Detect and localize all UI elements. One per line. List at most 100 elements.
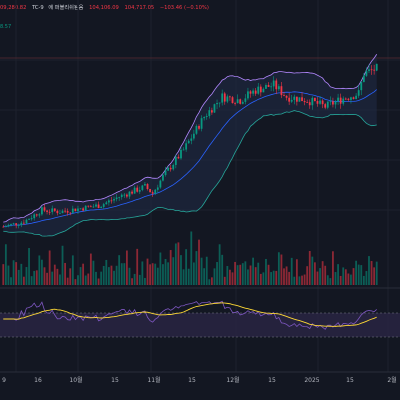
volume-bar [314,262,316,285]
candle [362,73,365,83]
volume-bar [22,276,25,285]
candle [151,190,154,197]
x-tick-label: 15 [111,377,119,384]
candle [216,99,218,110]
volume-bar [92,260,95,285]
volume-bar [126,250,128,285]
volume-bar [375,261,378,285]
volume-bar [344,269,347,285]
candle [74,208,77,212]
candle [316,97,319,107]
volume-bar [71,255,74,285]
volume-bar [283,268,285,285]
candle [28,218,30,220]
candle [12,222,15,226]
candle [53,208,56,212]
close-value: 104,717.05 [124,5,155,11]
volume-bar [362,275,365,285]
volume-bar [102,265,105,285]
candle [4,224,7,228]
volume-bar [107,267,110,285]
volume-bar [115,265,118,285]
candle [223,91,226,105]
candle [293,94,296,105]
candle [154,188,157,196]
candle [172,163,175,171]
exchange-fragment: 에 퍼블리쉬됨음 [48,5,84,11]
volume-bar [182,269,185,285]
volume-bar [216,262,218,285]
candle [66,208,69,216]
candle [89,204,92,208]
volume-bar [41,259,43,285]
volume-bar [144,277,146,285]
candle [337,93,339,105]
change-value: −103.46 (−0.10%) [159,5,209,11]
volume-bar [370,261,373,285]
volume-bar [360,265,363,285]
volume-bar [97,278,100,285]
candle [7,223,10,228]
volume-bar [110,265,113,285]
candle [210,107,213,115]
x-tick-label: 15 [268,377,276,384]
volume-bar [221,254,224,285]
volume-bar [319,268,321,285]
volume-bar [203,268,206,285]
volume-bar [218,244,221,285]
volume-bar [118,255,121,285]
x-tick-label: 9 [2,377,6,384]
volume-bar [43,267,46,285]
candle [239,98,242,105]
candle [213,103,216,113]
candle [35,213,38,217]
volume-bar [146,258,149,285]
candle [100,205,103,209]
candle [64,207,66,214]
volume-bar [326,275,329,285]
candle [187,139,190,144]
volume-bar [138,274,141,285]
volume-bar [2,264,5,285]
candle [360,81,363,96]
candle [51,205,54,215]
candle [244,94,247,105]
volume-bar [151,263,154,285]
candle [126,193,128,199]
candle [303,98,306,106]
candle [38,212,41,218]
volume-bar [254,267,257,285]
candle [177,154,180,159]
candle [87,205,90,208]
volume-bar [321,261,324,285]
candle [355,93,358,100]
volume-bar [198,239,200,285]
candle [270,82,273,92]
volume-bar [187,268,190,285]
candle [283,91,285,97]
volume-bar [229,269,231,285]
candle [200,115,203,132]
volume-bar [259,273,262,285]
volume-bar [280,254,283,285]
candle [195,124,198,135]
candle [138,186,141,194]
candle [308,99,311,109]
candle [221,89,224,106]
volume-bar [177,242,180,285]
candle [25,218,28,225]
candle [285,95,288,101]
candle [321,99,324,109]
candle [357,85,360,98]
volume-bar [123,263,126,285]
volume-bar [350,274,352,285]
candle [133,185,136,194]
candle [326,101,329,110]
candle [259,84,262,97]
volume-bar [149,264,151,285]
candle [295,96,298,106]
candle [208,106,211,119]
candle [314,97,316,102]
volume-bar [334,272,337,285]
